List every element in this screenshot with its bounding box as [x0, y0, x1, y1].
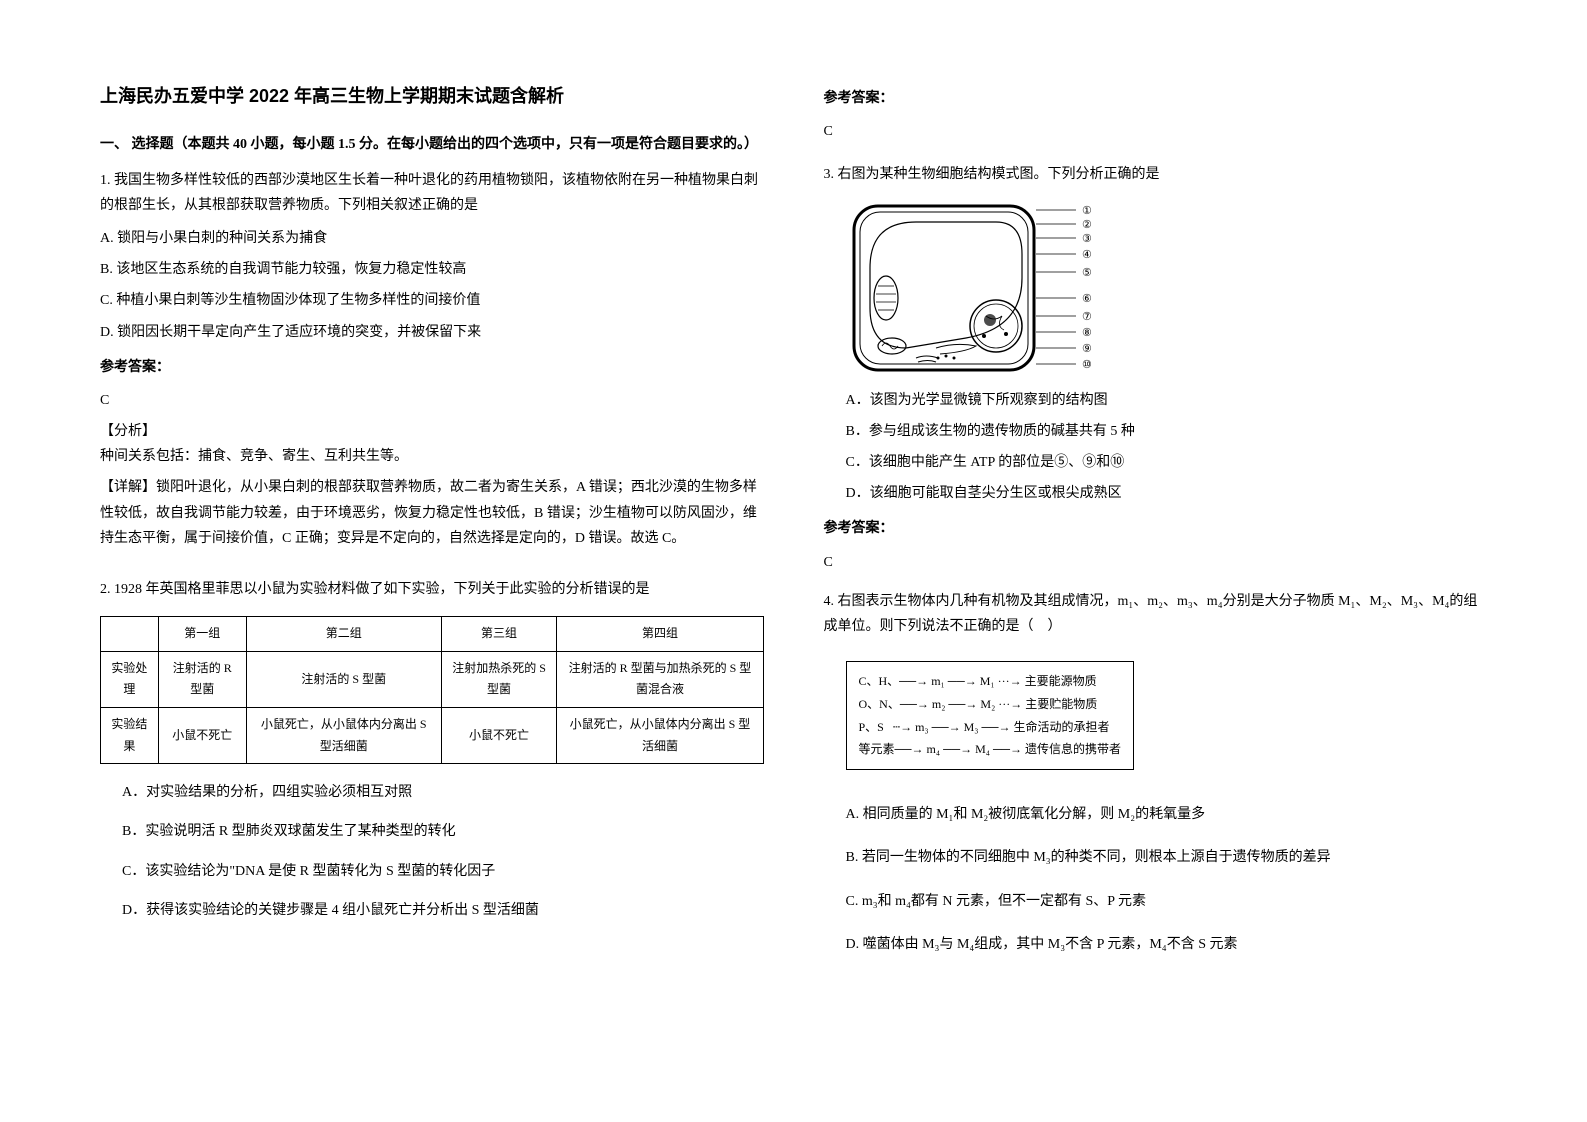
- q2-r1c0: 实验处理: [101, 651, 159, 707]
- svg-text:⑧: ⑧: [1082, 327, 1092, 339]
- q3-opt-c: C．该细胞中能产生 ATP 的部位是⑤、⑨和⑩: [846, 450, 1488, 475]
- q4-diagram: C、H、──→ m₁ ──→ M₁ ···→ 主要能源物质 O、N、──→ m₂…: [846, 661, 1134, 770]
- q4-row-1: C、H、──→ m₁ ──→ M₁ ···→ 主要能源物质: [859, 670, 1121, 693]
- q4-opt-a: A. 相同质量的 M₁和 M₂被彻底氧化分解，则 M₂的耗氧量多: [846, 802, 1488, 827]
- q1-opt-c: C. 种植小果白刺等沙生植物固沙体现了生物多样性的间接价值: [100, 288, 764, 313]
- q3-answer: C: [824, 550, 1488, 575]
- q2-opt-d: D．获得该实验结论的关键步骤是 4 组小鼠死亡并分析出 S 型活细菌: [122, 898, 764, 923]
- svg-text:②: ②: [1082, 219, 1092, 231]
- q3-opt-a: A．该图为光学显微镜下所观察到的结构图: [846, 388, 1488, 413]
- section-1-heading: 一、 选择题（本题共 40 小题，每小题 1.5 分。在每小题给出的四个选项中，…: [100, 132, 764, 157]
- q2-h4: 第四组: [557, 617, 763, 652]
- q2-r1c4: 注射活的 R 型菌与加热杀死的 S 型菌混合液: [557, 651, 763, 707]
- q4-opt-d: D. 噬菌体由 M₃与 M₄组成，其中 M₃不含 P 元素，M₄不含 S 元素: [846, 932, 1488, 957]
- q1-analysis-1: 种间关系包括：捕食、竞争、寄生、互利共生等。: [100, 444, 764, 469]
- q2-r2c0: 实验结果: [101, 707, 159, 763]
- svg-text:①: ①: [1082, 205, 1092, 217]
- cell-diagram: ① ② ③ ④ ⑤ ⑥ ⑦ ⑧ ⑨ ⑩: [846, 198, 1126, 378]
- q4-opt-b: B. 若同一生物体的不同细胞中 M₃的种类不同，则根本上源自于遗传物质的差异: [846, 845, 1488, 870]
- table-row: 第一组 第二组 第三组 第四组: [101, 617, 764, 652]
- q3-opt-d: D．该细胞可能取自茎尖分生区或根尖成熟区: [846, 481, 1488, 506]
- right-column: 参考答案： C 3. 右图为某种生物细胞结构模式图。下列分析正确的是: [824, 80, 1488, 963]
- q2-h2: 第二组: [246, 617, 441, 652]
- q2-r1c3: 注射加热杀死的 S 型菌: [441, 651, 557, 707]
- q1-opt-b: B. 该地区生态系统的自我调节能力较强，恢复力稳定性较高: [100, 257, 764, 282]
- svg-text:⑤: ⑤: [1082, 267, 1092, 279]
- q2-opt-b: B．实验说明活 R 型肺炎双球菌发生了某种类型的转化: [122, 819, 764, 844]
- svg-text:⑦: ⑦: [1082, 311, 1092, 323]
- q2-r2c3: 小鼠不死亡: [441, 707, 557, 763]
- q4-opt-c: C. m₃和 m₄都有 N 元素，但不一定都有 S、P 元素: [846, 889, 1488, 914]
- q2-r2c2: 小鼠死亡，从小鼠体内分离出 S 型活细菌: [246, 707, 441, 763]
- q1-text: 1. 我国生物多样性较低的西部沙漠地区生长着一种叶退化的药用植物锁阳，该植物依附…: [100, 168, 764, 218]
- q2-opt-a: A．对实验结果的分析，四组实验必须相互对照: [122, 780, 764, 805]
- q1-analysis-label: 【分析】: [100, 419, 764, 444]
- q2-answer-label: 参考答案：: [824, 86, 1488, 111]
- q2-h3: 第三组: [441, 617, 557, 652]
- q1-answer-label: 参考答案：: [100, 355, 764, 380]
- q2-r2c1: 小鼠不死亡: [158, 707, 246, 763]
- q2-opt-c: C．该实验结论为"DNA 是使 R 型菌转化为 S 型菌的转化因子: [122, 859, 764, 884]
- svg-text:④: ④: [1082, 249, 1092, 261]
- q2-answer: C: [824, 119, 1488, 144]
- q2-h1: 第一组: [158, 617, 246, 652]
- q4-row-4: 等元素──→ m₄ ──→ M₄ ──→ 遗传信息的携带者: [859, 738, 1121, 761]
- table-row: 实验处理 注射活的 R 型菌 注射活的 S 型菌 注射加热杀死的 S 型菌 注射…: [101, 651, 764, 707]
- table-row: 实验结果 小鼠不死亡 小鼠死亡，从小鼠体内分离出 S 型活细菌 小鼠不死亡 小鼠…: [101, 707, 764, 763]
- left-column: 上海民办五爱中学 2022 年高三生物上学期期末试题含解析 一、 选择题（本题共…: [100, 80, 764, 963]
- page-title: 上海民办五爱中学 2022 年高三生物上学期期末试题含解析: [100, 80, 764, 112]
- q2-r1c1: 注射活的 R 型菌: [158, 651, 246, 707]
- q1-detail: 【详解】锁阳叶退化，从小果白刺的根部获取营养物质，故二者为寄生关系，A 错误；西…: [100, 475, 764, 551]
- svg-text:⑥: ⑥: [1082, 293, 1092, 305]
- q4-text: 4. 右图表示生物体内几种有机物及其组成情况，m₁、m₂、m₃、m₄分别是大分子…: [824, 589, 1488, 639]
- q3-text: 3. 右图为某种生物细胞结构模式图。下列分析正确的是: [824, 162, 1488, 187]
- q2-h0: [101, 617, 159, 652]
- q1-opt-d: D. 锁阳因长期干旱定向产生了适应环境的突变，并被保留下来: [100, 320, 764, 345]
- q1-opt-a: A. 锁阳与小果白刺的种间关系为捕食: [100, 226, 764, 251]
- q4-row-3: P、S ┄→ m₃ ──→ M₃ ──→ 生命活动的承担者: [859, 716, 1121, 739]
- q2-table: 第一组 第二组 第三组 第四组 实验处理 注射活的 R 型菌 注射活的 S 型菌…: [100, 616, 764, 764]
- q3-answer-label: 参考答案：: [824, 516, 1488, 541]
- q3-opt-b: B．参与组成该生物的遗传物质的碱基共有 5 种: [846, 419, 1488, 444]
- q2-r2c4: 小鼠死亡，从小鼠体内分离出 S 型活细菌: [557, 707, 763, 763]
- svg-text:⑩: ⑩: [1082, 359, 1092, 371]
- svg-text:⑨: ⑨: [1082, 343, 1092, 355]
- svg-text:③: ③: [1082, 233, 1092, 245]
- q4-row-2: O、N、──→ m₂ ──→ M₂ ···→ 主要贮能物质: [859, 693, 1121, 716]
- q2-r1c2: 注射活的 S 型菌: [246, 651, 441, 707]
- q2-text: 2. 1928 年英国格里菲思以小鼠为实验材料做了如下实验，下列关于此实验的分析…: [100, 577, 764, 602]
- q1-answer: C: [100, 388, 764, 413]
